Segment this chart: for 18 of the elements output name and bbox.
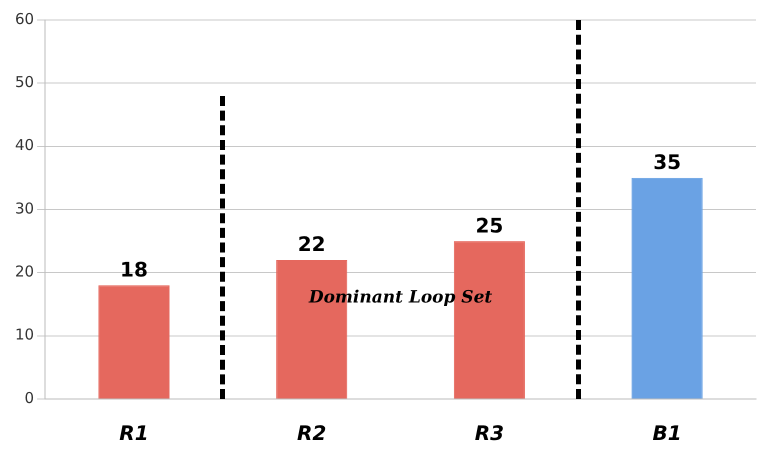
data-label: 35 xyxy=(653,150,682,174)
y-tick-label: 0 xyxy=(24,388,34,407)
bar xyxy=(454,241,525,398)
x-tick-label: R3 xyxy=(474,421,504,446)
y-tick-label: 60 xyxy=(14,10,34,28)
x-tick-label: R2 xyxy=(297,421,326,446)
y-tick-label: 10 xyxy=(14,326,34,344)
bar xyxy=(98,285,170,398)
y-tick-label: 50 xyxy=(14,73,34,92)
y-tick-label: 40 xyxy=(14,136,34,154)
data-label: 25 xyxy=(475,213,504,238)
y-tick-label: 20 xyxy=(14,262,34,281)
data-label: 22 xyxy=(298,232,326,256)
data-label: 18 xyxy=(120,258,148,282)
bar xyxy=(632,178,703,398)
y-tick-label: 30 xyxy=(14,199,34,218)
x-tick-label: B1 xyxy=(652,421,682,446)
x-tick-label: R1 xyxy=(119,421,149,446)
